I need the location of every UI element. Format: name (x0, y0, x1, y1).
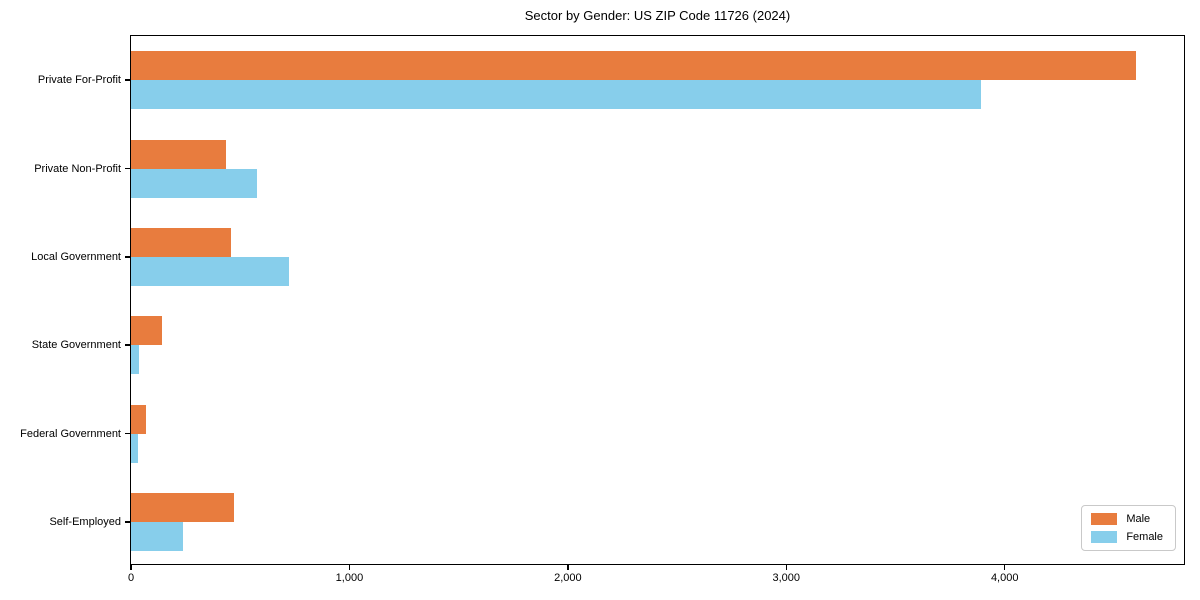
x-axis-tick-label: 4,000 (990, 572, 1019, 584)
bar-female-1 (131, 168, 257, 198)
bar-female-0 (131, 80, 981, 110)
x-axis-tick (567, 564, 569, 570)
chart-title: Sector by Gender: US ZIP Code 11726 (202… (524, 8, 791, 23)
y-axis-tick (125, 521, 131, 523)
bar-female-2 (131, 256, 290, 286)
x-axis-tick (1004, 564, 1006, 570)
bar-male-5 (131, 492, 234, 522)
y-axis-category-label: Self-Employed (49, 515, 121, 528)
bar-male-0 (131, 51, 1136, 81)
legend: Male Female (1081, 505, 1176, 551)
bar-female-5 (131, 521, 184, 551)
x-axis-tick (785, 564, 787, 570)
legend-label-male: Male (1126, 513, 1151, 525)
legend-swatch-male (1091, 513, 1118, 525)
y-axis-category-label: Local Government (31, 250, 121, 263)
x-axis-tick-label: 2,000 (554, 572, 582, 584)
y-axis-tick (125, 256, 131, 258)
bar-male-4 (131, 404, 147, 434)
legend-item-male: Male (1091, 513, 1163, 525)
x-axis-tick-label: 3,000 (772, 572, 801, 584)
bar-male-1 (131, 139, 226, 169)
y-axis-category-label: Private Non-Profit (34, 162, 121, 175)
y-axis-category-label: State Government (31, 339, 121, 352)
y-axis-category-label: Private For-Profit (37, 74, 121, 87)
bar-female-4 (131, 433, 138, 463)
plot-area: Male Female Private For-Profit Private No… (20, 35, 1185, 584)
x-axis-tick (348, 564, 351, 570)
x-axis-tick (130, 564, 132, 570)
bar-male-3 (131, 316, 162, 346)
y-axis-tick (125, 79, 131, 81)
y-axis-tick (125, 344, 131, 346)
bar-male-2 (131, 227, 232, 257)
y-axis-tick (125, 167, 131, 170)
x-axis-tick-label: 0 (127, 572, 135, 584)
legend-item-female: Female (1091, 531, 1163, 543)
y-axis-tick (125, 432, 131, 435)
y-axis-category-label: Federal Government (20, 427, 121, 440)
legend-label-female: Female (1126, 531, 1163, 543)
legend-swatch-female (1091, 531, 1118, 543)
x-axis-tick-label: 1,000 (335, 572, 364, 584)
bar-female-3 (131, 345, 139, 375)
